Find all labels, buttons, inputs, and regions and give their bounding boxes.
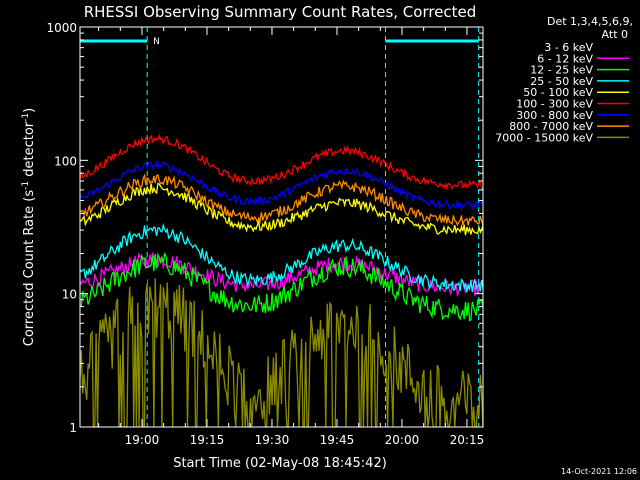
plot-area: N [79, 27, 484, 428]
legend-label-0: 3 - 6 keV [544, 41, 593, 54]
chart-title: RHESSI Observing Summary Count Rates, Co… [84, 3, 477, 21]
series-line-4 [79, 182, 484, 236]
y-axis-label: Corrected Count Rate (s-1 detector-1) [21, 108, 37, 346]
timestamp: 14-Oct-2021 12:06 [561, 467, 637, 476]
series-line-7 [79, 173, 484, 227]
legend-header-line2: Att 0 [602, 28, 628, 41]
series-line-8 [79, 278, 484, 428]
y-tick-label: 10 [62, 288, 77, 302]
x-tick-label: 20:00 [385, 433, 420, 447]
legend-label-4: 50 - 100 keV [523, 86, 593, 99]
legend-label-5: 100 - 300 keV [516, 98, 593, 111]
x-tick-label: 19:15 [190, 433, 225, 447]
legend-label-8: 7000 - 15000 keV [495, 131, 593, 144]
legend-header-line1: Det 1,3,4,5,6,9, [547, 15, 633, 28]
plot-frame [79, 26, 484, 428]
x-axis: 19:00 19:15 19:30 19:45 20:00 20:15 [98, 27, 485, 447]
y-tick-label: 1000 [46, 21, 77, 35]
x-tick-label: 20:15 [450, 433, 485, 447]
series-line-5 [79, 133, 484, 191]
series-line-6 [79, 159, 484, 212]
x-tick-label: 19:00 [125, 433, 160, 447]
night-marker-label: N [153, 37, 160, 47]
legend-label-2: 12 - 25 keV [530, 64, 593, 77]
legend-label-3: 25 - 50 keV [530, 75, 593, 88]
series-line-2 [79, 252, 484, 322]
y-axis: 1 10 100 1000 [46, 21, 483, 435]
y-tick-label: 100 [54, 154, 77, 168]
x-tick-label: 19:30 [255, 433, 290, 447]
legend-label-7: 800 - 7000 keV [509, 120, 593, 133]
legend-label-6: 300 - 800 keV [516, 109, 593, 122]
legend-label-1: 6 - 12 keV [537, 52, 593, 65]
y-tick-label: 1 [69, 421, 77, 435]
series-line-3 [79, 222, 484, 293]
x-tick-label: 19:45 [320, 433, 355, 447]
x-axis-label: Start Time (02-May-08 18:45:42) [173, 456, 387, 471]
